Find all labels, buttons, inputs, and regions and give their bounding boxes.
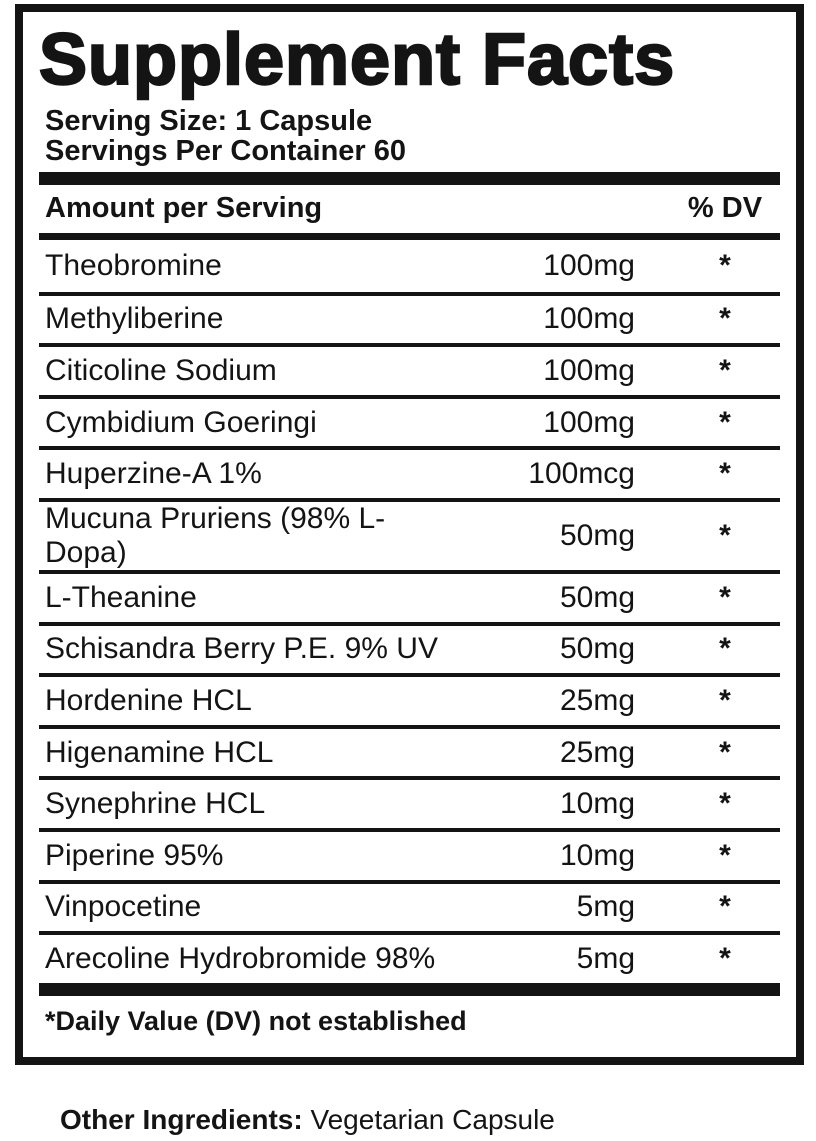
ingredient-dv: * <box>719 580 731 614</box>
ingredient-row: Theobromine 100mg * <box>39 240 780 292</box>
ingredient-name: Schisandra Berry P.E. 9% UV <box>45 632 438 666</box>
ingredient-dv: * <box>719 941 731 975</box>
ingredient-dv: * <box>719 838 731 872</box>
thick-divider-bottom <box>39 982 780 996</box>
facts-rows: Theobromine 100mg * Methyliberine 100mg … <box>39 240 780 983</box>
dv-footnote: *Daily Value (DV) not established <box>45 1005 467 1036</box>
other-ingredients-label: Other Ingredients: <box>60 1104 303 1135</box>
ingredient-amount: 100mg <box>543 248 635 282</box>
ingredient-name: Huperzine-A 1% <box>45 457 262 491</box>
ingredient-amount: 50mg <box>559 518 635 552</box>
ingredient-row: Cymbidium Goeringi 100mg * <box>39 394 780 447</box>
thick-divider-top <box>39 172 780 185</box>
ingredient-amount: 10mg <box>559 787 635 821</box>
ingredient-name: Methyliberine <box>45 302 224 336</box>
serving-size: Serving Size: 1 Capsule <box>45 105 373 137</box>
ingredient-row: Piperine 95% 10mg * <box>39 827 780 880</box>
ingredient-dv: * <box>719 632 731 666</box>
header-dv-label: % DV <box>687 192 763 224</box>
ingredient-amount: 25mg <box>559 735 635 769</box>
ingredient-amount: 5mg <box>576 941 635 975</box>
ingredient-dv: * <box>719 457 731 491</box>
ingredient-amount: 100mg <box>543 353 635 387</box>
ingredient-dv: * <box>719 353 731 387</box>
ingredient-row: Synephrine HCL 10mg * <box>39 776 780 828</box>
ingredient-name: Hordenine HCL <box>45 683 252 717</box>
ingredient-amount: 10mg <box>559 838 635 872</box>
header-amount-label: Amount per Serving <box>45 192 323 224</box>
other-ingredients-value: Vegetarian Capsule <box>302 1104 555 1135</box>
ingredient-name: Vinpocetine <box>45 890 202 924</box>
ingredient-row: Hordenine HCL 25mg * <box>39 673 780 725</box>
supplement-facts-panel: Supplement Facts Serving Size: 1 Capsule… <box>15 4 804 1065</box>
facts-header-row: Amount per Serving % DV <box>39 185 780 233</box>
ingredient-amount: 50mg <box>559 580 635 614</box>
ingredient-row: Citicoline Sodium 100mg * <box>39 343 780 395</box>
ingredient-amount: 100mg <box>543 302 635 336</box>
ingredient-row: Higenamine HCL 25mg * <box>39 724 780 777</box>
ingredient-name: Mucuna Pruriens (98% L-Dopa) <box>45 501 386 569</box>
ingredient-amount: 100mg <box>543 405 635 439</box>
ingredient-dv: * <box>719 248 731 282</box>
ingredient-amount: 50mg <box>559 632 635 666</box>
ingredient-row: Mucuna Pruriens (98% L-Dopa) 50mg * <box>39 497 780 570</box>
ingredient-row: Methyliberine 100mg * <box>39 291 780 344</box>
ingredient-dv: * <box>719 787 731 821</box>
ingredient-dv: * <box>719 518 731 552</box>
ingredient-row: Vinpocetine 5mg * <box>39 879 780 932</box>
servings-per-container: Servings Per Container 60 <box>45 135 407 167</box>
ingredient-dv: * <box>719 302 731 336</box>
ingredient-name: Arecoline Hydrobromide 98% <box>45 941 436 975</box>
ingredient-name: Theobromine <box>45 248 222 282</box>
ingredient-name: Higenamine HCL <box>45 735 274 769</box>
ingredient-row: Arecoline Hydrobromide 98% 5mg * <box>39 931 780 983</box>
ingredient-name: L-Theanine <box>45 580 197 614</box>
serving-info: Serving Size: 1 Capsule Servings Per Con… <box>39 106 780 166</box>
ingredient-amount: 100mcg <box>528 457 635 491</box>
ingredient-row: Huperzine-A 1% 100mcg * <box>39 446 780 498</box>
ingredient-name: Piperine 95% <box>45 838 224 872</box>
ingredient-dv: * <box>719 683 731 717</box>
ingredient-dv: * <box>719 405 731 439</box>
ingredient-name: Cymbidium Goeringi <box>45 405 317 439</box>
ingredient-amount: 5mg <box>576 890 635 924</box>
other-ingredients: Other Ingredients: Vegetarian Capsule <box>60 1104 555 1136</box>
ingredient-name: Synephrine HCL <box>45 787 266 821</box>
ingredient-amount: 25mg <box>559 683 635 717</box>
facts-title: Supplement Facts <box>38 20 676 100</box>
ingredient-name: Citicoline Sodium <box>45 353 277 387</box>
ingredient-row: Schisandra Berry P.E. 9% UV 50mg * <box>39 621 780 674</box>
ingredient-dv: * <box>719 890 731 924</box>
ingredient-dv: * <box>719 735 731 769</box>
ingredient-row: L-Theanine 50mg * <box>39 569 780 622</box>
header-divider <box>39 233 780 240</box>
